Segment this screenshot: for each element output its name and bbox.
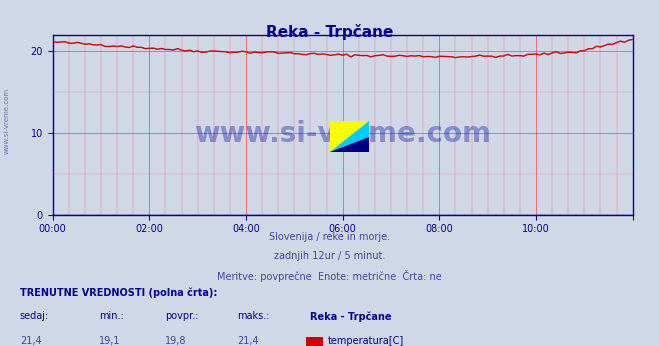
Polygon shape — [330, 121, 369, 152]
Text: maks.:: maks.: — [237, 311, 270, 321]
Text: Meritve: povprečne  Enote: metrične  Črta: ne: Meritve: povprečne Enote: metrične Črta:… — [217, 270, 442, 282]
Text: Slovenija / reke in morje.: Slovenija / reke in morje. — [269, 232, 390, 242]
Text: Reka - Trpčane: Reka - Trpčane — [266, 24, 393, 40]
Text: min.:: min.: — [99, 311, 124, 321]
Text: temperatura[C]: temperatura[C] — [328, 336, 405, 346]
Text: 19,8: 19,8 — [165, 336, 186, 346]
Text: 19,1: 19,1 — [99, 336, 121, 346]
Text: sedaj:: sedaj: — [20, 311, 49, 321]
Text: www.si-vreme.com: www.si-vreme.com — [194, 120, 491, 147]
Text: 21,4: 21,4 — [237, 336, 259, 346]
Polygon shape — [330, 137, 369, 152]
Polygon shape — [330, 121, 369, 152]
Text: TRENUTNE VREDNOSTI (polna črta):: TRENUTNE VREDNOSTI (polna črta): — [20, 287, 217, 298]
Text: povpr.:: povpr.: — [165, 311, 198, 321]
Text: 21,4: 21,4 — [20, 336, 42, 346]
Text: zadnjih 12ur / 5 minut.: zadnjih 12ur / 5 minut. — [273, 251, 386, 261]
Text: Reka - Trpčane: Reka - Trpčane — [310, 311, 391, 322]
Text: www.si-vreme.com: www.si-vreme.com — [3, 88, 10, 154]
